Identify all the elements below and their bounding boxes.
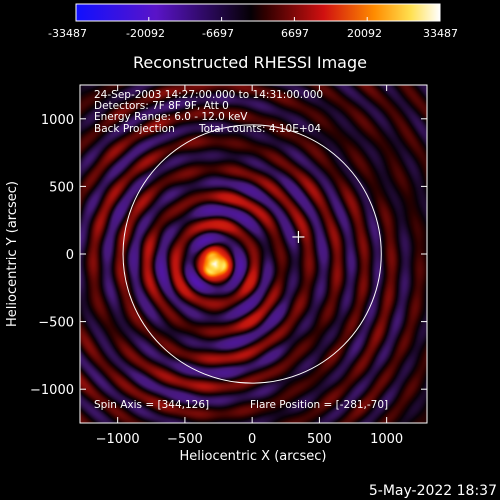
colorbar-tick-label: 6697 bbox=[281, 27, 309, 40]
x-tick-label: −500 bbox=[167, 432, 203, 447]
solar-limb-circle bbox=[122, 124, 382, 384]
axis-ticks: −1000 −500 0 500 1000 −1000 −500 0 500 1000 bbox=[30, 85, 427, 447]
x-axis-label: Heliocentric X (arcsec) bbox=[180, 449, 327, 464]
y-tick-label: 0 bbox=[66, 248, 74, 263]
annotation-detectors: Detectors: 7F 8F 9F, Att 0 bbox=[94, 100, 229, 112]
heatmap-image bbox=[80, 85, 427, 423]
x-tick-label: 500 bbox=[307, 432, 332, 447]
colorbar-tick-label: 20092 bbox=[347, 27, 382, 40]
heatmap-region bbox=[80, 85, 427, 423]
chart-title: Reconstructed RHESSI Image bbox=[133, 53, 367, 72]
y-tick-label: −1000 bbox=[30, 383, 74, 398]
x-tick-label: 1000 bbox=[370, 432, 403, 447]
colorbar-tick-label: 33487 bbox=[423, 27, 458, 40]
annotation-energy-range: Energy Range: 6.0 - 12.0 keV bbox=[94, 111, 248, 123]
colorbar-tick-label: -6697 bbox=[202, 27, 234, 40]
annotation-spin-axis: Spin Axis = [344,126] bbox=[94, 399, 209, 411]
y-axis-label: Heliocentric Y (arcsec) bbox=[5, 181, 20, 327]
colorbar bbox=[75, 3, 441, 22]
x-tick-label: −1000 bbox=[96, 432, 140, 447]
annotation-method: Back Projection bbox=[94, 123, 175, 135]
colorbar-ticks: -33487 -20092 -6697 6697 20092 33487 bbox=[48, 17, 458, 40]
y-tick-label: 500 bbox=[49, 180, 74, 195]
y-tick-label: 1000 bbox=[41, 113, 74, 128]
colorbar-tick-label: -20092 bbox=[126, 27, 165, 40]
annotation-flare-position: Flare Position = [-281,-70] bbox=[250, 399, 388, 411]
annotation-total-counts: Total counts: 4.10E+04 bbox=[198, 123, 321, 135]
y-tick-label: −500 bbox=[38, 316, 74, 331]
spin-axis-marker bbox=[292, 230, 305, 243]
footer-timestamp: 5-May-2022 18:37 bbox=[369, 483, 497, 499]
colorbar-tick-label: -33487 bbox=[48, 27, 87, 40]
x-tick-label: 0 bbox=[248, 432, 256, 447]
annotation-time-range: 24-Sep-2003 14:27:00.000 to 14:31:00.000 bbox=[94, 89, 323, 101]
